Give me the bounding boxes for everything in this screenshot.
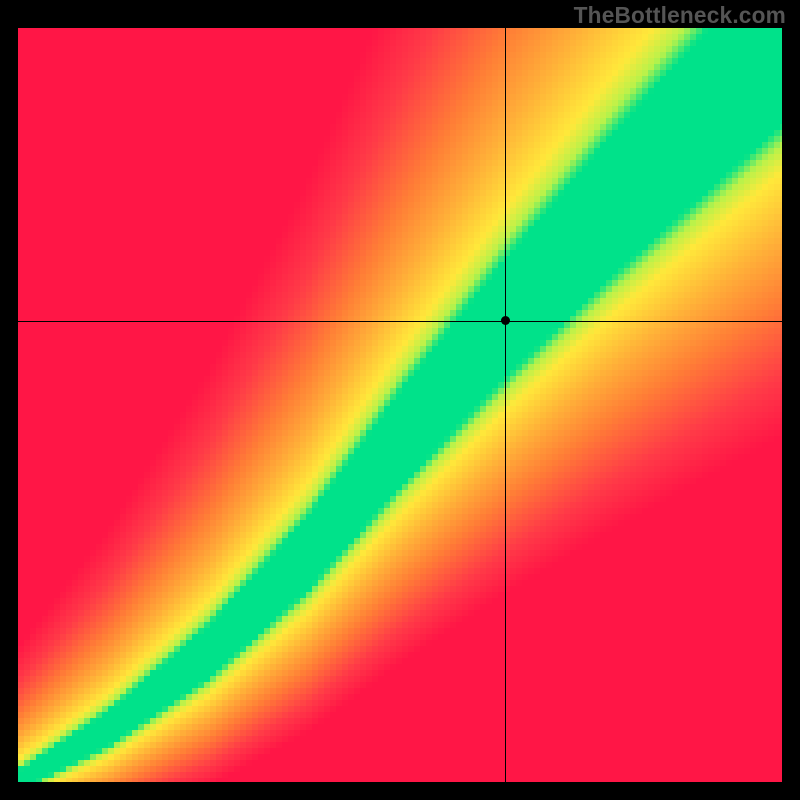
crosshair-horizontal (18, 321, 782, 322)
watermark-text: TheBottleneck.com (574, 2, 786, 29)
chart-container: TheBottleneck.com (0, 0, 800, 800)
heatmap-canvas (18, 28, 782, 782)
crosshair-vertical (505, 28, 506, 782)
crosshair-marker (501, 316, 510, 325)
